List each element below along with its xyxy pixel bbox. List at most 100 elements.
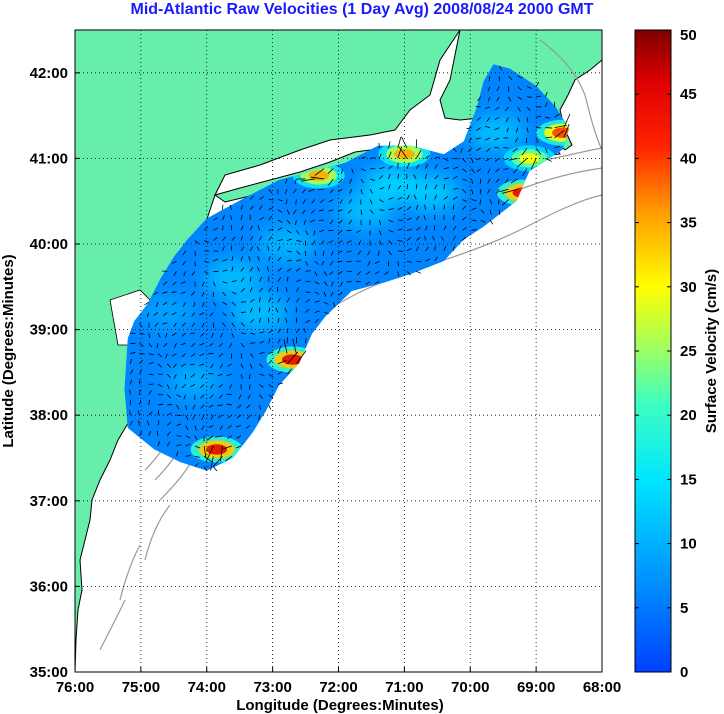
velocity-arrow — [277, 371, 283, 375]
y-tick-label: 37:00 — [30, 493, 68, 510]
velocity-arrow — [129, 369, 134, 375]
velocity-arrow — [338, 219, 343, 224]
velocity-arrow — [286, 327, 289, 334]
velocity-arrow — [505, 117, 509, 123]
velocity-arrow — [162, 322, 168, 325]
velocity-arrow — [217, 404, 223, 406]
velocity-arrow — [249, 298, 255, 303]
velocity-arrow — [182, 302, 187, 307]
velocity-arrow — [406, 217, 412, 221]
velocity-arrow — [153, 312, 159, 316]
velocity-arrow — [222, 225, 224, 231]
velocity-arrow — [277, 338, 281, 344]
velocity-arrow — [259, 404, 262, 410]
velocity-arrow — [314, 318, 319, 324]
velocity-hotspot — [308, 170, 330, 181]
velocity-arrow — [231, 256, 234, 262]
velocity-arrow — [508, 75, 513, 81]
velocity-arrow — [346, 250, 352, 253]
velocity-arrow — [171, 291, 177, 293]
velocity-arrow — [166, 373, 171, 379]
velocity-arrow — [129, 358, 132, 364]
velocity-arrow — [494, 137, 500, 141]
velocity-arrow — [397, 240, 403, 242]
velocity-arrow — [222, 281, 228, 284]
x-tick-label: 69:00 — [517, 679, 555, 696]
velocity-arrow — [249, 353, 254, 358]
velocity-arrow — [220, 332, 223, 338]
velocity-arrow — [305, 260, 309, 266]
velocity-arrow — [166, 421, 172, 426]
velocity-arrow — [462, 199, 468, 203]
velocity-arrow — [425, 258, 431, 262]
velocity-arrow — [176, 394, 182, 398]
velocity-arrow — [258, 415, 260, 421]
velocity-arrow — [240, 204, 243, 210]
velocity-arrow — [476, 127, 482, 131]
velocity-arrow — [452, 235, 456, 241]
y-tick-label: 39:00 — [30, 322, 68, 339]
velocity-arrow — [194, 455, 200, 458]
velocity-arrow — [225, 455, 233, 462]
velocity-arrow — [346, 260, 352, 263]
velocity-arrow — [218, 384, 223, 388]
velocity-arrow — [212, 281, 216, 287]
velocity-arrow — [484, 125, 491, 128]
velocity-arrow — [554, 113, 560, 118]
velocity-arrow — [157, 441, 161, 447]
velocity-arrow — [397, 196, 403, 200]
velocity-arrow — [231, 312, 235, 318]
velocity-arrow — [285, 317, 288, 323]
velocity-arrow — [323, 291, 327, 297]
velocity-arrow — [388, 141, 391, 149]
velocity-arrow — [397, 271, 400, 277]
velocity-arrow — [277, 246, 281, 252]
velocity-arrow — [277, 382, 283, 385]
velocity-arrow — [314, 310, 320, 313]
velocity-arrow — [171, 312, 177, 316]
velocity-arrow — [339, 199, 343, 205]
velocity-arrow — [176, 423, 182, 426]
velocity-arrow — [204, 260, 210, 263]
velocity-arrow — [413, 194, 417, 200]
velocity-arrow — [425, 246, 429, 252]
velocity-arrow — [341, 168, 343, 174]
velocity-arrow — [268, 287, 272, 293]
velocity-arrow — [163, 312, 168, 317]
velocity-arrow — [286, 238, 293, 241]
velocity-arrow — [200, 404, 205, 409]
velocity-arrow — [268, 307, 271, 313]
velocity-arrow — [129, 379, 133, 385]
velocity-arrow — [229, 204, 233, 210]
velocity-arrow — [397, 146, 403, 159]
velocity-arrow — [180, 291, 186, 295]
velocity-vectors — [129, 65, 571, 472]
velocity-arrow — [259, 384, 264, 388]
velocity-arrow — [268, 384, 274, 388]
velocity-arrow — [246, 414, 251, 420]
velocity-arrow — [302, 199, 306, 204]
velocity-arrow — [415, 215, 420, 221]
y-axis-ticks: 35:00 36:00 37:00 38:00 39:00 40:00 41:00 42:00 — [30, 65, 80, 681]
velocity-arrow — [360, 189, 363, 195]
velocity-arrow — [287, 259, 293, 262]
velocity-arrow — [218, 343, 223, 348]
velocity-arrow — [268, 359, 273, 365]
velocity-arrow — [257, 256, 260, 262]
velocity-arrow — [148, 399, 150, 405]
velocity-arrow — [231, 266, 234, 272]
velocity-arrow — [259, 287, 263, 293]
velocity-arrow — [526, 137, 528, 143]
velocity-arrow — [535, 81, 540, 87]
velocity-arrow — [434, 184, 438, 190]
velocity-arrow — [497, 199, 500, 205]
velocity-arrow — [415, 184, 418, 190]
velocity-arrow — [416, 260, 422, 263]
velocity-arrow — [479, 199, 482, 205]
velocity-arrow — [148, 332, 151, 339]
velocity-arrow — [349, 189, 353, 195]
velocity-arrow — [215, 435, 223, 438]
velocity-arrow — [502, 199, 509, 206]
velocity-arrow — [259, 216, 264, 221]
velocity-arrow — [443, 177, 449, 180]
